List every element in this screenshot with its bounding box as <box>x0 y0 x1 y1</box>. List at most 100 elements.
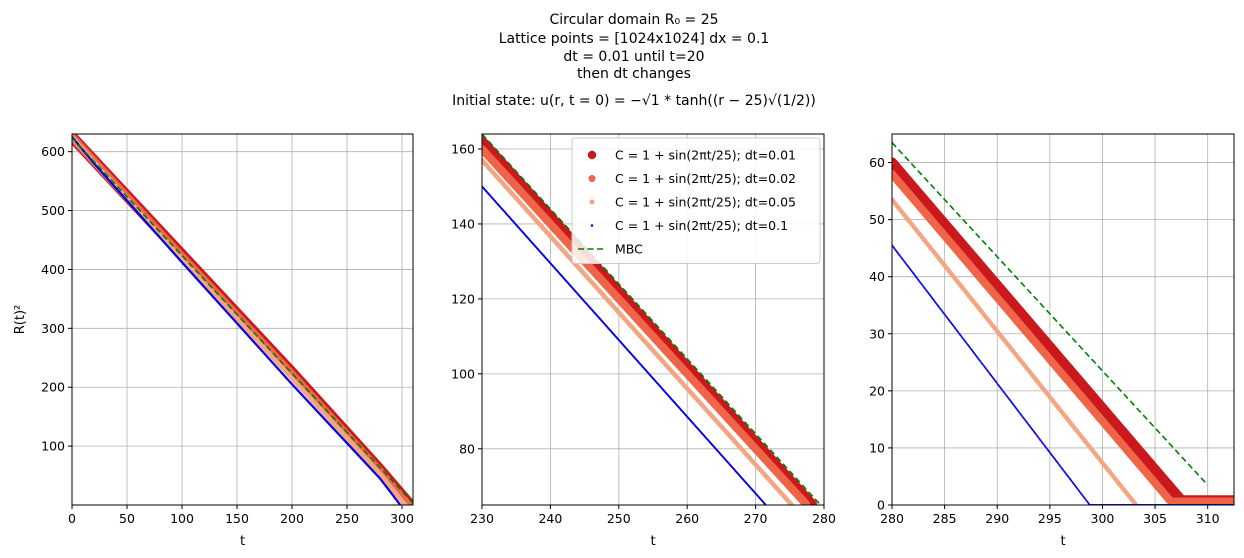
y-tick-label: 20 <box>869 383 885 398</box>
data-point <box>998 385 1001 388</box>
data-point <box>1085 499 1088 502</box>
data-point <box>936 303 939 306</box>
data-point <box>934 300 937 303</box>
data-point <box>976 356 979 359</box>
series-path-dt005 <box>72 134 408 505</box>
data-point <box>1003 392 1006 395</box>
data-point <box>1084 498 1087 501</box>
data-point <box>895 249 898 252</box>
data-point <box>1065 473 1068 476</box>
data-point <box>893 247 896 250</box>
y-tick-label: 120 <box>451 291 475 306</box>
data-point <box>1035 433 1038 436</box>
legend-label-dt001: C = 1 + sin(2πt/25); dt=0.01 <box>615 148 796 163</box>
data-point <box>969 347 972 350</box>
x-tick-label: 240 <box>538 511 562 526</box>
series-line-mbc <box>482 134 822 505</box>
data-point <box>903 260 906 263</box>
y-tick-label: 200 <box>41 380 65 395</box>
data-point <box>789 502 795 505</box>
y-tick-label: 600 <box>41 144 65 159</box>
data-point <box>1059 465 1062 468</box>
data-point <box>1030 428 1033 431</box>
y-tick-label: 300 <box>41 321 65 336</box>
data-point <box>972 350 975 353</box>
legend-label-dt01: C = 1 + sin(2πt/25); dt=0.1 <box>615 218 788 233</box>
data-point <box>902 259 905 262</box>
data-point <box>973 352 976 355</box>
x-tick-label: 250 <box>335 511 359 526</box>
x-tick-label: 295 <box>1038 511 1062 526</box>
data-point <box>950 323 953 326</box>
data-point <box>1078 490 1081 493</box>
x-tick-label: 285 <box>933 511 957 526</box>
data-point <box>1074 484 1077 487</box>
series-dt002 <box>892 169 1234 505</box>
data-point <box>999 386 1002 389</box>
data-point <box>933 299 936 302</box>
data-point <box>1042 443 1045 446</box>
data-point <box>952 324 955 327</box>
data-point <box>1048 451 1051 454</box>
grid <box>891 134 1234 506</box>
data-point <box>892 245 895 248</box>
data-point <box>908 267 911 270</box>
data-point <box>1034 432 1037 435</box>
data-point <box>967 345 970 348</box>
series-dt001 <box>892 157 1234 505</box>
x-tick-label: 270 <box>744 511 768 526</box>
axes-frame <box>891 133 1235 506</box>
data-point <box>1036 434 1039 437</box>
x-tick-label: 300 <box>1091 511 1115 526</box>
data-point <box>921 284 924 287</box>
y-tick-label: 500 <box>41 203 65 218</box>
data-point <box>1068 477 1071 480</box>
data-point <box>935 302 938 305</box>
data-point <box>953 325 956 328</box>
series-path-dt01 <box>72 135 402 505</box>
data-point <box>946 317 949 320</box>
data-point <box>1014 405 1017 408</box>
data-point <box>1007 397 1010 400</box>
data-point <box>957 331 960 334</box>
data-point <box>997 383 1000 386</box>
data-point <box>1073 483 1076 486</box>
y-tick-label: 160 <box>451 141 475 156</box>
y-tick-label: 100 <box>41 439 65 454</box>
data-point <box>993 378 996 381</box>
legend: C = 1 + sin(2πt/25); dt=0.01 C = 1 + sin(… <box>571 137 821 264</box>
data-point <box>1082 495 1085 498</box>
data-point <box>1043 444 1046 447</box>
data-point <box>1002 390 1005 393</box>
data-point <box>939 307 942 310</box>
y-tick-label: 50 <box>869 212 885 227</box>
y-tick-label: 400 <box>41 262 65 277</box>
data-point <box>1062 469 1065 472</box>
data-point <box>970 349 973 352</box>
y-tick-label: 30 <box>869 326 885 341</box>
data-point <box>1046 448 1049 451</box>
x-tick-label: 300 <box>390 511 414 526</box>
data-point <box>937 305 940 308</box>
data-point <box>1044 445 1047 448</box>
data-point <box>1063 470 1066 473</box>
ticks: 280 285 290 295 300 305 310 0 10 20 30 40 50 60 <box>869 155 1220 526</box>
legend-handle-dt01 <box>590 224 594 227</box>
data-point <box>1083 497 1086 500</box>
data-point <box>958 332 961 335</box>
data-point <box>1052 455 1054 458</box>
data-point <box>981 363 984 366</box>
data-point <box>1086 501 1089 504</box>
x-axis-label: t <box>240 534 245 549</box>
data-point <box>914 274 917 277</box>
data-point <box>1008 399 1011 402</box>
title-line-1: Circular domain R₀ = 25 <box>549 12 718 28</box>
data-point <box>1029 426 1032 429</box>
data-point <box>899 255 902 258</box>
x-tick-label: 260 <box>675 511 699 526</box>
data-point <box>945 316 948 319</box>
title-line-2: Lattice points = [1024x1024] dx = 0.1 <box>499 31 770 47</box>
data-point <box>1038 437 1041 440</box>
data-point <box>982 364 985 367</box>
data-point <box>1041 441 1044 444</box>
